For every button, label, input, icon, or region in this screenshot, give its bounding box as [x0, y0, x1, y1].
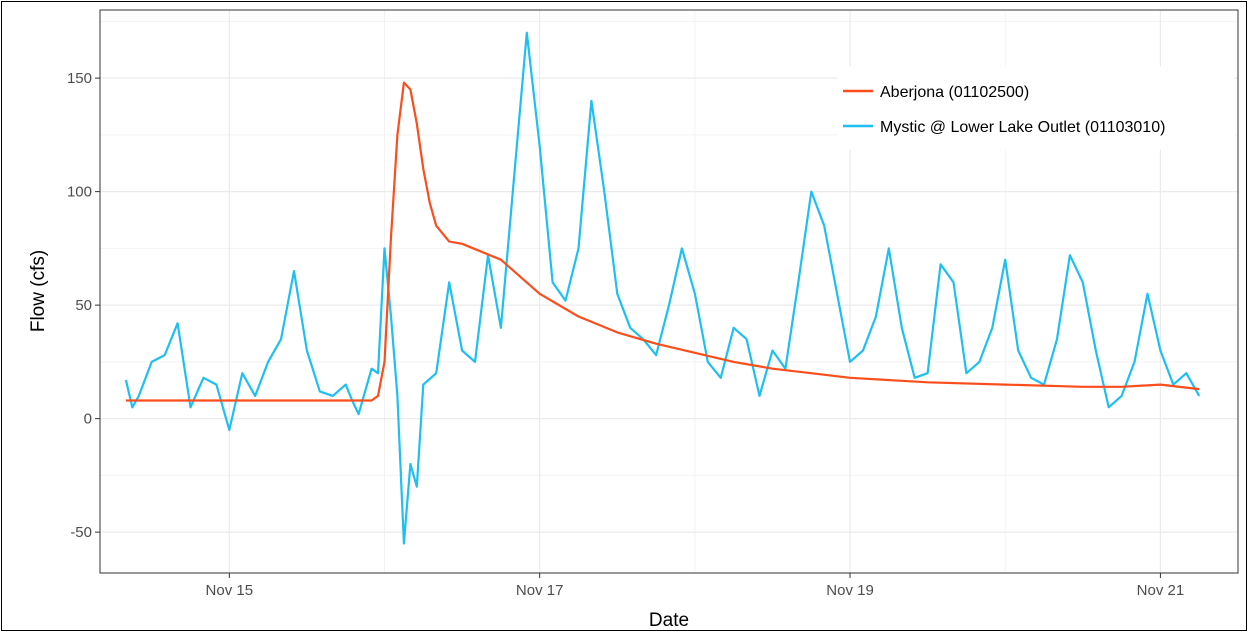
x-tick-label: Nov 15: [206, 582, 254, 599]
x-tick-label: Nov 17: [516, 582, 564, 599]
y-tick-label: 150: [67, 70, 92, 87]
legend-label: Mystic @ Lower Lake Outlet (01103010): [880, 119, 1165, 136]
y-tick-label: 50: [75, 297, 92, 314]
legend-box: [838, 66, 1234, 150]
series-line-0: [125, 81, 1200, 402]
legend-label: Aberjona (01102500): [880, 84, 1029, 101]
series-line-1: [124, 31, 1201, 545]
x-tick-label: Nov 19: [826, 582, 874, 599]
y-axis: -50 0 50 100 150: [67, 70, 100, 541]
y-tick-label: 100: [67, 184, 92, 201]
y-tick-label: 0: [84, 411, 92, 428]
x-axis-title: Date: [649, 610, 689, 631]
legend: Aberjona (01102500) Mystic @ Lower Lake O…: [838, 66, 1234, 150]
y-tick-label: -50: [70, 524, 92, 541]
x-tick-label: Nov 21: [1137, 582, 1185, 599]
series-layer: [124, 31, 1201, 545]
plot-border: [99, 9, 1239, 574]
y-axis-title: Flow (cfs): [28, 250, 49, 332]
x-axis: Nov 15 Nov 17 Nov 19 Nov 21: [206, 573, 1185, 599]
